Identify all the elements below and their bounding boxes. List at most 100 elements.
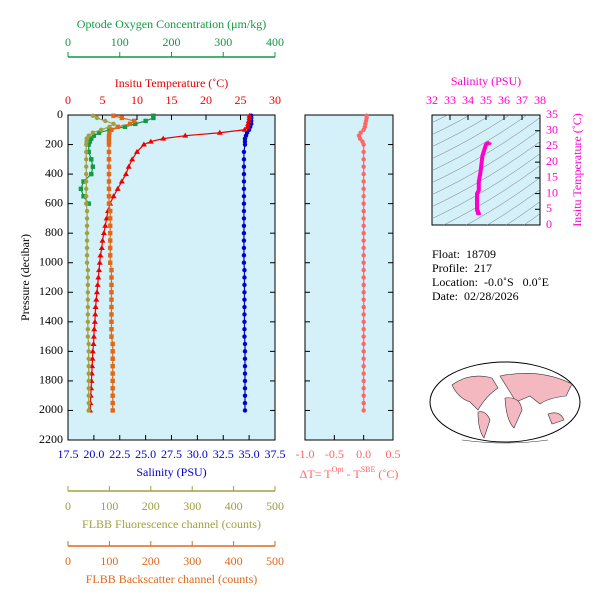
marker (93, 289, 100, 295)
marker (160, 135, 167, 141)
marker (85, 290, 91, 295)
y-tick-label: 35 (546, 107, 558, 121)
marker (242, 371, 248, 376)
axis-title: ΔT= TOpt - TSBE (˚C) (300, 465, 399, 480)
axis-title: Salinity (PSU) (451, 74, 521, 88)
marker (78, 186, 84, 192)
axis-title-part: Opt (332, 465, 345, 474)
marker (241, 194, 247, 199)
x-tick-label: 32 (426, 93, 438, 107)
marker (241, 171, 247, 177)
marker (361, 319, 366, 325)
marker (86, 393, 91, 398)
marker (361, 356, 366, 361)
info-line: Profile: 217 (432, 261, 492, 275)
marker (106, 157, 112, 162)
marker (84, 142, 89, 147)
marker (361, 171, 366, 177)
marker (108, 245, 113, 251)
marker (242, 334, 247, 339)
x-tick-label: -1.0 (296, 447, 315, 461)
axis-title: Salinity (PSU) (136, 465, 206, 479)
marker (95, 274, 102, 280)
x-tick-label: 300 (183, 554, 201, 568)
marker (84, 245, 90, 251)
marker (90, 164, 96, 169)
marker (241, 216, 247, 221)
marker (242, 386, 248, 391)
marker (90, 113, 96, 118)
marker (110, 371, 115, 376)
x-tick-label: 100 (100, 554, 118, 568)
marker (241, 186, 247, 192)
marker (147, 138, 154, 144)
y-tick-label: 0 (546, 217, 552, 231)
marker (361, 238, 366, 243)
marker (86, 201, 91, 206)
marker (94, 281, 101, 287)
density-contour (432, 117, 540, 183)
marker (115, 124, 120, 130)
density-contour (432, 141, 540, 207)
axis-title: Pressure (decibar) (18, 234, 32, 321)
marker (108, 253, 113, 258)
marker (85, 267, 91, 273)
y-tick-label: 800 (45, 225, 63, 239)
y-tick-label: 2200 (39, 432, 63, 446)
x-tick-label: 0 (65, 93, 71, 107)
marker (84, 230, 90, 236)
x-tick-label: 0 (65, 35, 71, 49)
marker (106, 136, 112, 141)
x-tick-label: 100 (111, 35, 129, 49)
marker (361, 327, 366, 332)
marker (151, 113, 156, 118)
marker (84, 164, 89, 169)
marker (241, 164, 247, 169)
marker (106, 139, 112, 144)
marker (96, 130, 102, 135)
marker (106, 133, 112, 138)
x-tick-label: 27.5 (161, 447, 182, 461)
marker (119, 115, 125, 121)
x-tick-label: 400 (266, 35, 284, 49)
marker (242, 327, 247, 332)
x-tick-label: 15 (166, 93, 178, 107)
marker (109, 304, 114, 310)
x-tick-label: 500 (266, 499, 284, 513)
marker (242, 400, 248, 406)
x-tick-label: 30.0 (187, 447, 208, 461)
marker (242, 282, 247, 288)
ts-line (475, 140, 492, 217)
marker (109, 312, 114, 317)
x-tick-label: 17.5 (58, 447, 79, 461)
marker (110, 386, 115, 391)
marker (100, 230, 107, 236)
marker (361, 334, 366, 339)
marker (241, 201, 247, 206)
marker (242, 267, 247, 273)
density-contour (443, 165, 540, 225)
marker (242, 341, 248, 347)
x-tick-label: 25.0 (135, 447, 156, 461)
marker (85, 297, 91, 302)
marker (106, 164, 112, 169)
marker (93, 296, 100, 302)
info-line: Location: -0.0˚S 0.0˚E (432, 275, 549, 289)
marker (361, 260, 366, 265)
marker (111, 121, 116, 127)
axis-title-part: - T (344, 467, 362, 481)
density-contour (432, 115, 449, 123)
x-tick-label: 0 (65, 554, 71, 568)
marker (106, 142, 112, 147)
x-tick-label: 0 (65, 499, 71, 513)
axis-title-part: (˚C) (375, 467, 398, 481)
marker (85, 304, 91, 310)
marker (110, 193, 117, 199)
marker (106, 149, 112, 155)
x-tick-label: 400 (225, 554, 243, 568)
marker (109, 267, 114, 273)
marker (361, 290, 366, 295)
marker (99, 237, 106, 243)
x-tick-label: 5 (100, 93, 106, 107)
marker (241, 126, 248, 132)
